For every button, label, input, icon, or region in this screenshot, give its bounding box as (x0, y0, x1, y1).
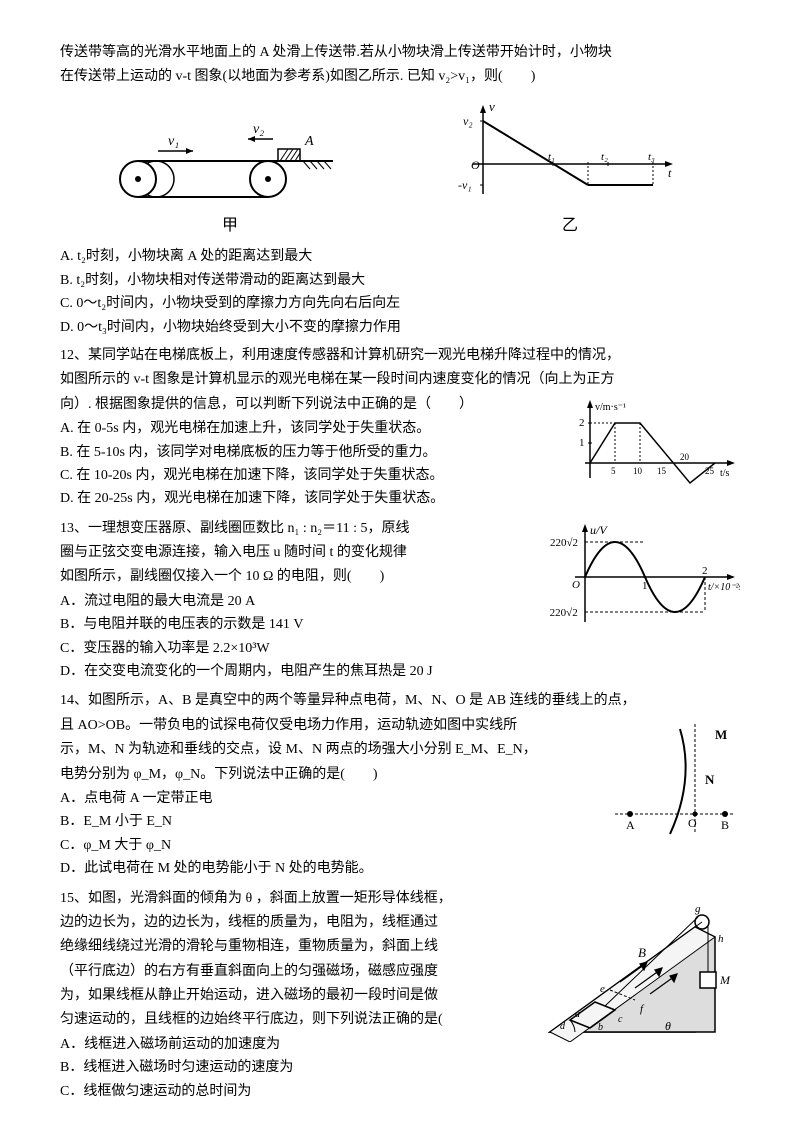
q15-diagram: M g h e f a b c d B θ (540, 892, 740, 1042)
q12-ylabel: v/m·s⁻¹ (595, 402, 626, 413)
q12: 12、某同学站在电梯底板上，利用速度传感器和计算机研究一观光电梯升降过程中的情况… (60, 345, 740, 512)
q13-x1: 1 (642, 580, 648, 592)
q15-B: B (638, 945, 646, 960)
fig1-captions: 甲 乙 (60, 213, 740, 239)
q12-x5: 5 (611, 466, 616, 476)
q12-y1: 1 (579, 437, 585, 449)
vt-t3: t₃ (648, 151, 655, 163)
q12-y2: 2 (579, 417, 585, 429)
q12-x10: 10 (633, 466, 643, 476)
q14-O: O (688, 816, 697, 830)
q15-c: c (618, 1014, 623, 1025)
q14-B: B (721, 818, 729, 832)
q11-a: A. t₂时刻，小物块离 A 处的距离达到最大 (60, 246, 740, 268)
q12-stem2: 如图所示的 v-t 图象是计算机显示的观光电梯在某一段时间内速度变化的情况（向上… (60, 369, 740, 391)
q11-d: D. 0～t₃时间内，小物块始终受到大小不变的摩擦力作用 (60, 317, 740, 339)
q15: M g h e f a b c d B θ 15、如图，光滑斜面的倾角为 θ ，… (60, 888, 740, 1105)
cap-right: 乙 (562, 213, 578, 239)
q13-x2: 2 (702, 565, 708, 577)
q13-yneg: -220√2 (550, 607, 578, 619)
q12-graph: v/m·s⁻¹ 2 1 5 10 15 20 25 t/s (565, 398, 740, 493)
q13-graph: u/V 220√2 -220√2 O 1 2 t/×10⁻²s (550, 522, 740, 632)
vt-negv1: -v₁ (458, 178, 472, 192)
q12-xlabel: t/s (720, 468, 730, 479)
q13-d: D．在交变电流变化的一个周期内，电阻产生的焦耳热是 20 J (60, 661, 740, 683)
q15-c: C．线框做匀速运动的总时间为 (60, 1081, 740, 1103)
belt-diagram: v₁ A v₂ (118, 119, 338, 209)
q14-d: D．此试电荷在 M 处的电势能小于 N 处的电势能。 (60, 858, 740, 880)
q13: u/V 220√2 -220√2 O 1 2 t/×10⁻²s 13、一理想变压… (60, 518, 740, 685)
belt-v1: v₁ (168, 134, 179, 149)
vt-t2: t₂ (601, 151, 608, 163)
vt-t1: t₁ (548, 151, 555, 163)
q15-b: b (598, 1022, 603, 1033)
q12-stem1: 12、某同学站在电梯底板上，利用速度传感器和计算机研究一观光电梯升降过程中的情况… (60, 345, 740, 367)
q12-x20: 20 (680, 452, 690, 462)
vt-v2: v₂ (463, 114, 473, 128)
belt-A: A (304, 134, 314, 149)
q14-diagram: A O B M N (610, 719, 740, 839)
q13-ypos: 220√2 (550, 537, 578, 549)
q11-b: B. t₂时刻，小物块相对传送带滑动的距离达到最大 (60, 270, 740, 292)
intro-line2: 在传送带上运动的 v-t 图象(以地面为参考系)如图乙所示. 已知 v₂>v₁，… (60, 66, 740, 88)
q12-x15: 15 (657, 466, 667, 476)
q15-theta: θ (665, 1019, 671, 1033)
q14-stem1: 14、如图所示，A、B 是真空中的两个等量异种点电荷，M、N、O 是 AB 连线… (60, 690, 740, 712)
vt-t: t (668, 166, 672, 180)
q13-ylabel: u/V (590, 523, 608, 537)
q12-x25: 25 (705, 466, 715, 476)
q13-O: O (572, 579, 580, 591)
figure-row-1: v₁ A v₂ v v₂ O -v₁ t₁ (60, 99, 740, 209)
q13-xlabel: t/×10⁻²s (708, 582, 740, 593)
q14-M: M (715, 727, 727, 742)
cap-left: 甲 (222, 213, 238, 239)
q15-a: a (575, 1009, 580, 1020)
vt-y: v (489, 99, 495, 114)
q15-g: g (695, 903, 701, 915)
q15-e: e (600, 983, 605, 995)
belt-v2: v₂ (253, 122, 264, 137)
q13-c: C．变压器的输入功率是 2.2×10³W (60, 638, 740, 660)
q15-h: h (718, 933, 724, 945)
vt-O: O (471, 158, 480, 172)
q15-b: B．线框进入磁场时匀速运动的速度为 (60, 1057, 740, 1079)
q15-M: M (719, 973, 731, 987)
q14-A: A (626, 818, 635, 832)
q14: 14、如图所示，A、B 是真空中的两个等量异种点电荷，M、N、O 是 AB 连线… (60, 690, 740, 881)
q14-N: N (705, 772, 715, 787)
vt-graph: v v₂ O -v₁ t₁ t₂ t₃ t (453, 99, 683, 209)
intro-line1: 传送带等高的光滑水平地面上的 A 处滑上传送带.若从小物块滑上传送带开始计时，小… (60, 42, 740, 64)
q11-c: C. 0～t₂时间内，小物块受到的摩擦力方向先向右后向左 (60, 293, 740, 315)
